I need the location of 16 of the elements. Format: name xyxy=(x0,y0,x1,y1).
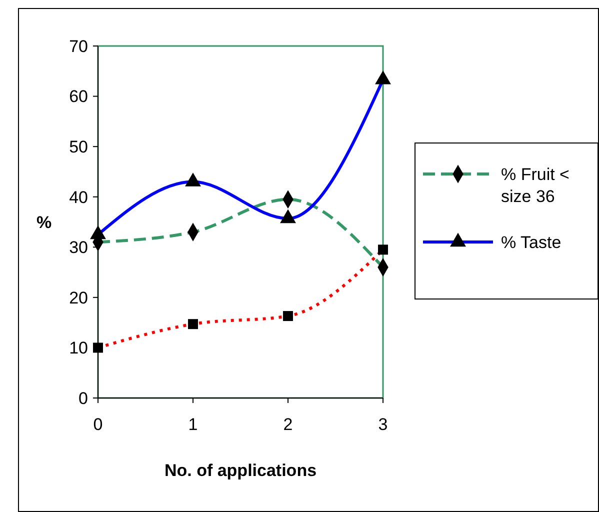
y-tick-label: 70 xyxy=(69,36,88,56)
y-tick-label: 10 xyxy=(69,338,88,358)
x-tick-label: 0 xyxy=(93,415,103,434)
legend-label: % Taste xyxy=(501,232,562,252)
legend-label: % Fruit < size 36 xyxy=(501,164,570,206)
y-axis-title: % xyxy=(36,212,52,232)
x-tick-label: 2 xyxy=(283,415,293,434)
x-tick-label: 3 xyxy=(378,415,388,434)
y-tick-label: 0 xyxy=(78,388,88,408)
x-axis-title: No. of applications xyxy=(164,461,317,480)
y-tick-label: 50 xyxy=(69,138,88,157)
y-tick-label: 20 xyxy=(69,288,88,308)
y-tick-label: 60 xyxy=(69,87,88,106)
x-tick-label: 1 xyxy=(188,415,198,434)
y-tick-label: 40 xyxy=(69,188,88,207)
y-tick-label: 30 xyxy=(69,238,88,258)
